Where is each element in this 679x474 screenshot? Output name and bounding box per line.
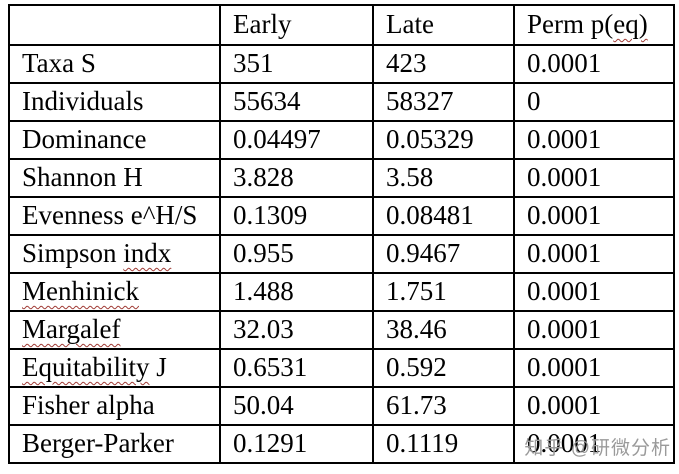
early-value-cell: 0.1291 [219,424,374,464]
row-label-suffix: J [149,352,167,383]
perm-value-cell: 0.0001 [513,386,675,426]
table-row-dominance: Dominance 0.04497 0.05329 0.0001 [8,120,675,160]
row-label-cell: Margalef [8,310,221,350]
late-value-cell: 0.08481 [372,196,515,236]
row-label-text: Dominance [22,124,147,155]
row-label-text: Individuals [22,86,144,117]
row-label-misspelled: indx [123,238,172,269]
row-label-cell: Menhinick [8,272,221,312]
early-value-cell: 55634 [219,82,374,122]
late-value-cell: 0.9467 [372,234,515,274]
row-label-text: Evenness e^H/S [22,200,198,231]
perm-value-cell: 0.0001 [513,120,675,160]
header-cell-early: Early [219,4,374,46]
late-value-cell: 0.05329 [372,120,515,160]
table-row-menhinick: Menhinick 1.488 1.751 0.0001 [8,272,675,312]
table-row-berger-parker: Berger-Parker 0.1291 0.1119 0.0001 [8,424,675,464]
header-perm-misspelled-text: eq) [613,9,648,40]
perm-value-cell: 0.0001 [513,272,675,312]
early-value-cell: 3.828 [219,158,374,198]
perm-value-cell: 0.0001 [513,310,675,350]
row-label-cell: Simpson indx [8,234,221,274]
row-label-text: Taxa S [22,48,96,79]
late-value-cell: 1.751 [372,272,515,312]
perm-value-cell: 0 [513,82,675,122]
header-perm-text: Perm p( [527,9,614,40]
late-value-cell: 0.592 [372,348,515,388]
late-value-cell: 3.58 [372,158,515,198]
row-label-misspelled: Equitability [22,352,150,383]
row-label-cell: Evenness e^H/S [8,196,221,236]
row-label-cell: Dominance [8,120,221,160]
diversity-statistics-table: Early Late Perm p(eq) Taxa S 351 423 0.0… [8,4,675,464]
row-label-text: Berger-Parker [22,428,174,459]
table-row-margalef: Margalef 32.03 38.46 0.0001 [8,310,675,350]
header-row: Early Late Perm p(eq) [8,4,675,46]
row-label-cell: Taxa S [8,44,221,84]
table-row-individuals: Individuals 55634 58327 0 [8,82,675,122]
row-label-cell: Shannon H [8,158,221,198]
header-cell-late: Late [372,4,515,46]
perm-value-cell: 0.0001 [513,158,675,198]
late-value-cell: 58327 [372,82,515,122]
table-row-fisher-alpha: Fisher alpha 50.04 61.73 0.0001 [8,386,675,426]
early-value-cell: 1.488 [219,272,374,312]
row-label-misspelled: Margalef [22,314,121,345]
table-row-simpson-indx: Simpson indx 0.955 0.9467 0.0001 [8,234,675,274]
early-value-cell: 0.955 [219,234,374,274]
table-row-evenness: Evenness e^H/S 0.1309 0.08481 0.0001 [8,196,675,236]
table-row-equitability-j: Equitability J 0.6531 0.592 0.0001 [8,348,675,388]
late-value-cell: 423 [372,44,515,84]
header-cell-blank [8,4,221,46]
early-value-cell: 32.03 [219,310,374,350]
row-label-text: Shannon H [22,162,143,193]
early-value-cell: 0.04497 [219,120,374,160]
table-row-shannon-h: Shannon H 3.828 3.58 0.0001 [8,158,675,198]
perm-value-cell: 0.0001 [513,424,675,464]
late-value-cell: 61.73 [372,386,515,426]
early-value-cell: 351 [219,44,374,84]
early-value-cell: 0.6531 [219,348,374,388]
row-label-text: Simpson [22,238,124,269]
row-label-text: Fisher alpha [22,390,155,421]
perm-value-cell: 0.0001 [513,234,675,274]
row-label-cell: Equitability J [8,348,221,388]
row-label-misspelled: Menhinick [22,276,139,307]
late-value-cell: 38.46 [372,310,515,350]
late-value-cell: 0.1119 [372,424,515,464]
table-row-taxa-s: Taxa S 351 423 0.0001 [8,44,675,84]
early-value-cell: 0.1309 [219,196,374,236]
row-label-cell: Individuals [8,82,221,122]
perm-value-cell: 0.0001 [513,196,675,236]
row-label-cell: Fisher alpha [8,386,221,426]
early-value-cell: 50.04 [219,386,374,426]
perm-value-cell: 0.0001 [513,44,675,84]
header-cell-perm-peq: Perm p(eq) [513,4,675,46]
perm-value-cell: 0.0001 [513,348,675,388]
row-label-cell: Berger-Parker [8,424,221,464]
